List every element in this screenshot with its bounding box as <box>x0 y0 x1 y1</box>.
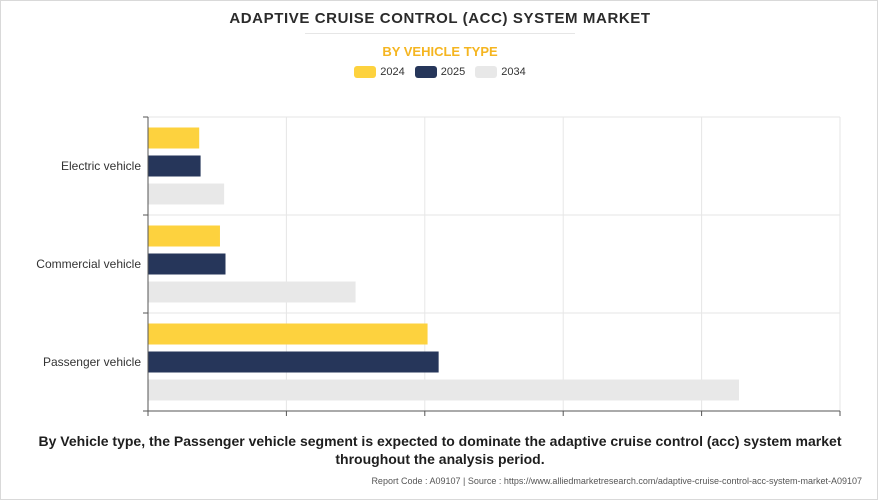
bar-2034-passenger-vehicle <box>148 379 739 401</box>
bar-2034-electric-vehicle <box>148 183 225 205</box>
y-tick-label-0: Electric vehicle <box>61 159 141 173</box>
y-tick-label-1: Commercial vehicle <box>36 257 141 271</box>
legend-label-2024: 2024 <box>380 66 405 78</box>
chart-caption: By Vehicle type, the Passenger vehicle s… <box>38 433 842 467</box>
bar-2034-commercial-vehicle <box>148 281 356 303</box>
chart-title: ADAPTIVE CRUISE CONTROL (ACC) SYSTEM MAR… <box>229 10 651 27</box>
legend: 2024 2025 2034 <box>0 66 880 78</box>
legend-item-2024[interactable]: 2024 <box>354 66 405 78</box>
bar-chart: Electric vehicle Commercial vehicle Passen… <box>36 116 841 416</box>
legend-label-2034: 2034 <box>501 66 526 78</box>
bar-2024-electric-vehicle <box>148 127 200 149</box>
chart-subtitle: BY VEHICLE TYPE <box>382 44 498 59</box>
legend-swatch-2025 <box>414 66 437 78</box>
y-tick-label-2: Passenger vehicle <box>43 355 141 369</box>
bar-2025-commercial-vehicle <box>148 253 226 275</box>
legend-swatch-2034 <box>475 66 498 78</box>
source-note: Report Code : A09107 | Source : https://… <box>371 476 862 486</box>
title-divider <box>305 33 575 34</box>
legend-swatch-2024 <box>354 66 377 78</box>
bar-2025-electric-vehicle <box>148 155 201 177</box>
legend-label-2025: 2025 <box>440 66 466 78</box>
legend-item-2025[interactable]: 2025 <box>414 66 466 78</box>
bar-2024-passenger-vehicle <box>148 323 428 345</box>
legend-item-2034[interactable]: 2034 <box>475 66 526 78</box>
bar-2025-passenger-vehicle <box>148 351 439 373</box>
bar-2024-commercial-vehicle <box>148 225 220 247</box>
